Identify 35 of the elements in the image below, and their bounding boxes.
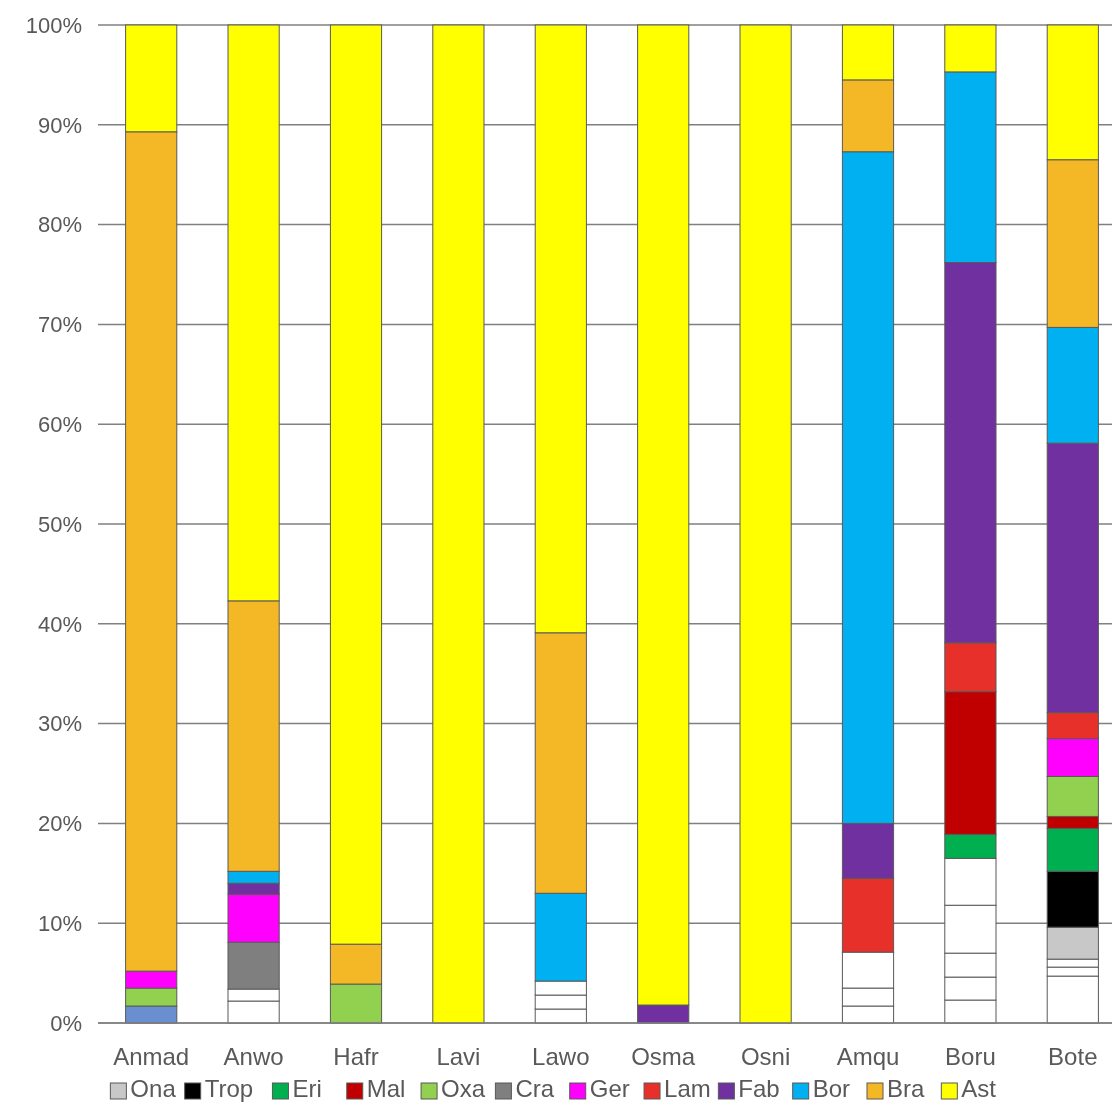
y-tick-label: 40% [37, 611, 82, 637]
legend-label: Ast [961, 1075, 997, 1102]
y-tick-label: 80% [37, 212, 82, 238]
y-tick-label: 100% [25, 12, 82, 38]
x-tick-label: Lavi [436, 1043, 481, 1070]
legend-label: Ona [130, 1075, 177, 1102]
legend-label: Bor [812, 1075, 851, 1102]
legend-label: Cra [515, 1075, 555, 1102]
legend-label: Oxa [441, 1075, 486, 1102]
y-tick-label: 70% [37, 312, 82, 338]
x-tick-label: Boru [945, 1043, 996, 1070]
x-tick-label: Osma [631, 1043, 696, 1070]
y-tick-label: 60% [37, 411, 82, 437]
x-tick-label: Amqu [836, 1043, 900, 1070]
y-tick-label: 90% [37, 112, 82, 138]
legend-label: Trop [204, 1075, 254, 1102]
legend-label: Eri [292, 1075, 322, 1102]
x-tick-label: Hafr [333, 1043, 379, 1070]
y-tick-label: 20% [37, 811, 82, 837]
y-tick-label: 0% [50, 1010, 82, 1036]
bar [432, 24, 485, 1024]
x-tick-label: Lawo [532, 1043, 590, 1070]
legend-label: Fab [738, 1075, 780, 1102]
legend-label: Ger [589, 1075, 630, 1102]
legend-label: Bra [887, 1075, 925, 1102]
x-tick-label: Anwo [223, 1043, 284, 1070]
legend-label: Mal [366, 1075, 406, 1102]
x-tick-label: Bote [1048, 1043, 1098, 1070]
y-tick-label: 30% [37, 711, 82, 737]
y-tick-label: 50% [37, 511, 82, 537]
y-tick-label: 10% [37, 910, 82, 936]
x-tick-label: Anmad [113, 1043, 190, 1070]
x-tick-label: Osni [740, 1043, 791, 1070]
bar [739, 24, 792, 1024]
legend-label: Lam [664, 1075, 711, 1102]
